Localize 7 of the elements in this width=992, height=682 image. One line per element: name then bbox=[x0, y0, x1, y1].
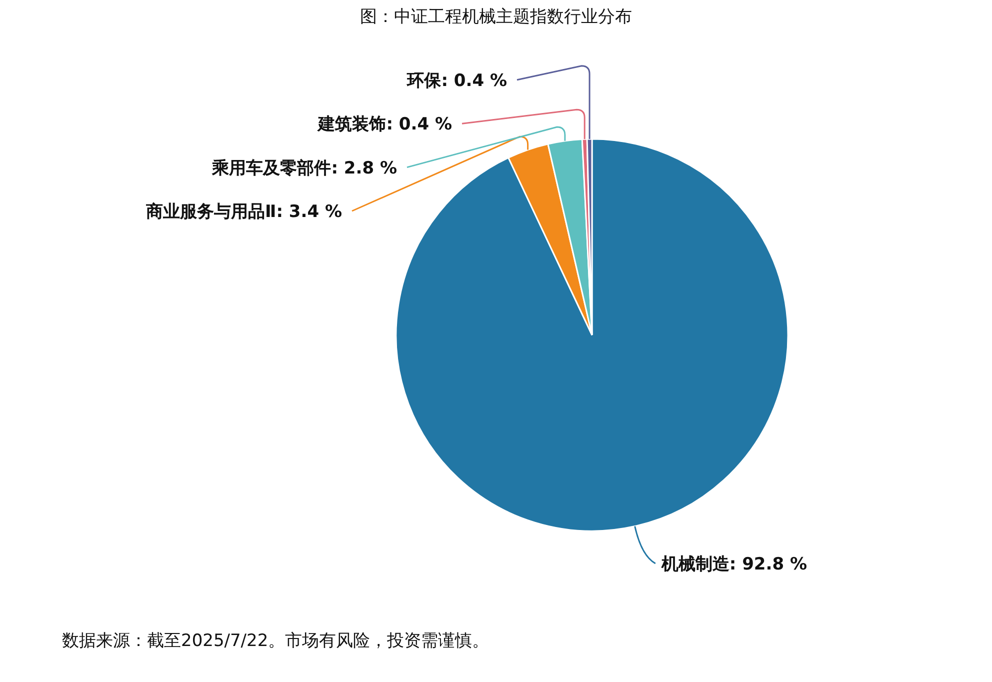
slice-label: 环保: 0.4 % bbox=[406, 70, 507, 91]
slice-label: 乘用车及零部件: 2.8 % bbox=[211, 158, 397, 178]
slice-label: 建筑装饰: 0.4 % bbox=[316, 114, 452, 135]
chart-title: 图：中证工程机械主题指数行业分布 bbox=[360, 7, 632, 27]
slice-label: 商业服务与用品Ⅱ: 3.4 % bbox=[145, 202, 342, 222]
source-note: 数据来源：截至2025/7/22。市场有风险，投资需谨慎。 bbox=[62, 631, 490, 651]
slice-label: 机械制造: 92.8 % bbox=[660, 554, 808, 575]
